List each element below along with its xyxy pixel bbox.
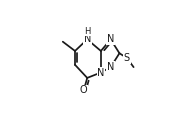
Text: O: O: [80, 85, 88, 95]
Text: N: N: [107, 34, 114, 44]
Text: N: N: [97, 68, 105, 77]
Text: N: N: [107, 62, 114, 72]
Text: H: H: [84, 27, 90, 36]
Text: S: S: [124, 53, 130, 63]
Text: N: N: [84, 34, 91, 44]
